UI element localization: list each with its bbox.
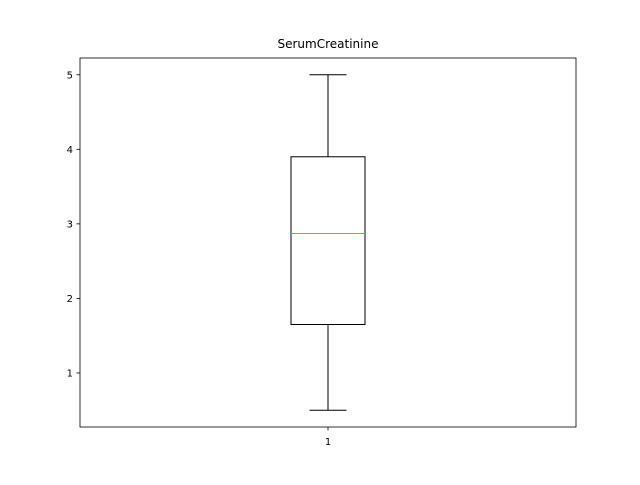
y-tick-label: 5 [67,70,73,81]
y-tick-label: 4 [67,145,73,156]
y-tick-label: 1 [67,368,73,379]
plot-area: 1 2 3 4 5 1 [67,57,577,448]
y-tick-label: 2 [67,294,73,305]
y-tick-label: 3 [67,219,73,230]
iqr-box [290,156,366,325]
x-tick-label: 1 [325,437,331,448]
chart-title: SerumCreatinine [278,37,379,51]
